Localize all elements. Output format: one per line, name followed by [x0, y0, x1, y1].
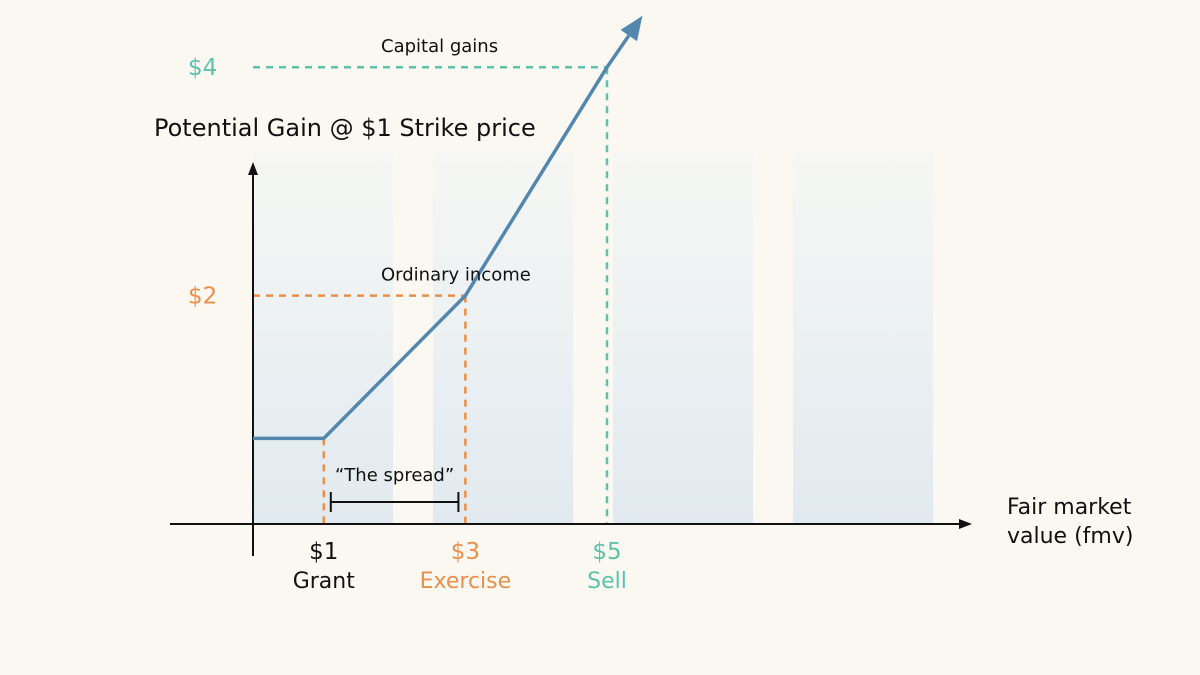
- background-band: [253, 152, 393, 524]
- y-tick-label: $4: [188, 55, 217, 81]
- background-band: [433, 152, 573, 524]
- x-tick-value: $1: [309, 539, 338, 565]
- background-band: [613, 152, 753, 524]
- y-guide-caption: Capital gains: [381, 36, 498, 57]
- x-tick-value: $3: [451, 539, 480, 565]
- y-tick-label: $2: [188, 284, 217, 310]
- x-tick-label: Exercise: [420, 569, 512, 594]
- x-tick-value: $5: [592, 539, 621, 565]
- y-axis-arrow-icon: [248, 162, 258, 175]
- chart-title: Potential Gain @ $1 Strike price: [154, 114, 536, 142]
- x-axis-arrow-icon: [959, 519, 972, 529]
- x-tick-label: Sell: [587, 569, 627, 594]
- series-arrow-icon: [620, 15, 643, 42]
- spread-annotation: “The spread”: [335, 465, 454, 486]
- background-band: [793, 152, 933, 524]
- x-tick-label: Grant: [293, 569, 356, 594]
- x-axis-label: Fair market: [1007, 495, 1132, 520]
- y-guide-caption: Ordinary income: [381, 265, 531, 286]
- x-axis-label: value (fmv): [1007, 524, 1133, 549]
- series-line: [253, 34, 631, 441]
